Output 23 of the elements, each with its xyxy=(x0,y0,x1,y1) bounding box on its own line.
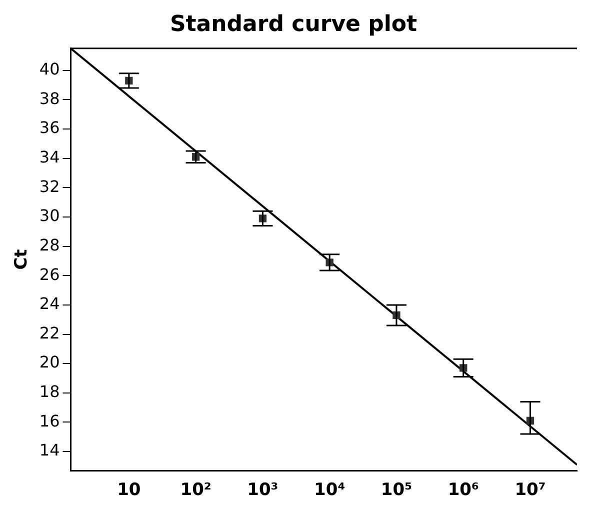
x-tick-label: 10 xyxy=(117,480,141,500)
chart-title: Standard curve plot xyxy=(170,12,418,37)
y-tick-label: 32 xyxy=(39,176,60,196)
x-tick-label: 10⁵ xyxy=(380,480,412,500)
x-tick-label: 10⁷ xyxy=(514,480,546,500)
y-tick-label: 34 xyxy=(39,148,60,167)
x-tick-label: 10² xyxy=(180,480,212,500)
y-tick-label: 22 xyxy=(39,323,60,342)
y-tick-label: 38 xyxy=(39,88,60,108)
y-tick-label: 20 xyxy=(39,352,60,372)
y-tick-label: 28 xyxy=(39,235,60,254)
y-tick-label: 24 xyxy=(39,294,60,314)
x-tick-label: 10⁴ xyxy=(314,480,346,500)
y-tick-label: 36 xyxy=(39,118,60,138)
y-tick-label: 18 xyxy=(39,382,60,402)
x-tick-label: 10⁶ xyxy=(448,480,479,500)
y-axis-title: Ct xyxy=(12,249,32,270)
y-tick-label: 30 xyxy=(39,206,60,226)
x-tick-label: 10³ xyxy=(247,480,278,500)
y-tick-label: 14 xyxy=(39,440,60,460)
y-tick-label: 40 xyxy=(39,60,60,79)
y-tick-label: 26 xyxy=(39,264,60,284)
y-tick-label: 16 xyxy=(39,411,60,430)
